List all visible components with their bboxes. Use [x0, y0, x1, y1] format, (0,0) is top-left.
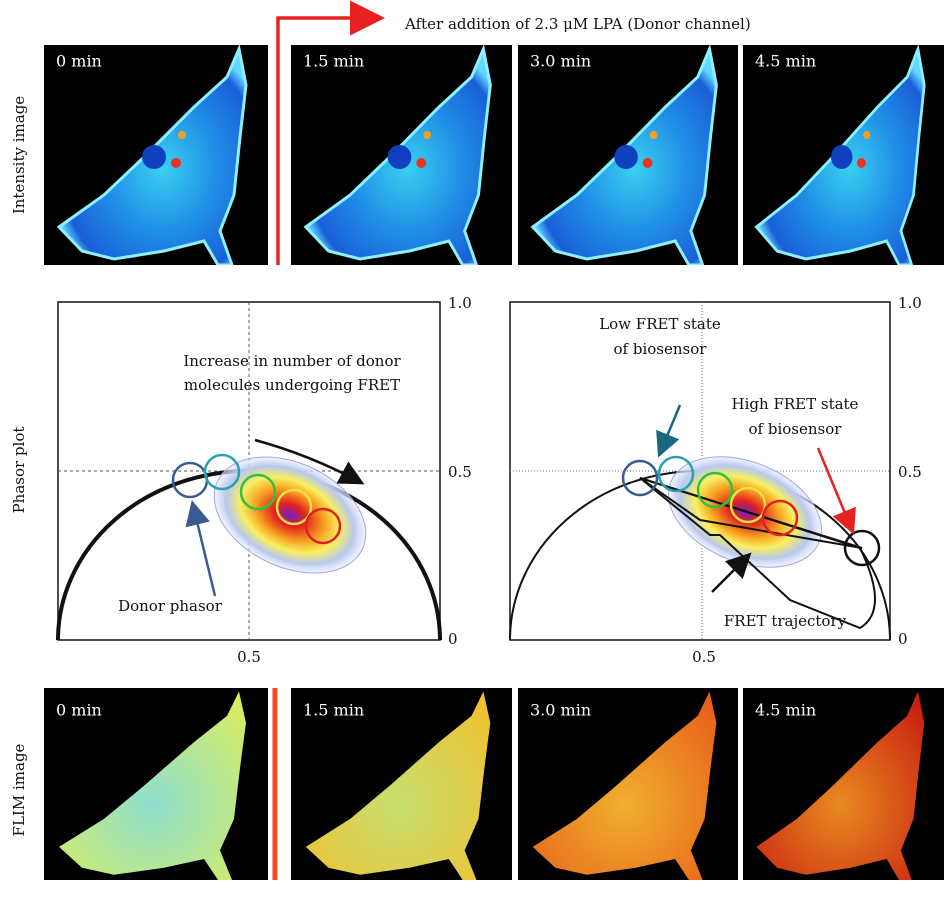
tick-label: 0.5 — [448, 463, 472, 481]
annotation: molecules undergoing FRET — [184, 376, 400, 394]
time-label: 3.0 min — [530, 701, 591, 720]
tick-label: 0.5 — [692, 648, 716, 666]
time-label: 0 min — [56, 701, 102, 720]
annotation: of biosensor — [749, 420, 843, 438]
time-label: 4.5 min — [755, 52, 816, 71]
annotation: Increase in number of donor — [183, 352, 401, 370]
time-label: 3.0 min — [530, 52, 591, 71]
annotation: High FRET state — [732, 395, 859, 413]
tick-label: 0 — [448, 630, 458, 648]
arrow-label: After addition of 2.3 μM LPA (Donor chan… — [404, 15, 751, 33]
annotation: Donor phasor — [118, 597, 223, 615]
phasor-left: Increase in number of donor molecules un… — [56, 294, 472, 666]
time-label: 0 min — [56, 52, 102, 71]
row-label: Phasor plot — [10, 427, 28, 514]
tick-label: 0 — [898, 630, 908, 648]
annotation: FRET trajectory — [724, 612, 847, 630]
tick-label: 0.5 — [237, 648, 261, 666]
time-label: 1.5 min — [303, 701, 364, 720]
row-label: Intensity image — [10, 96, 28, 214]
intensity-row: 0 min 1.5 min 3.0 min 4.5 min — [44, 45, 944, 265]
tick-label: 1.0 — [448, 294, 472, 312]
annotation: of biosensor — [614, 340, 708, 358]
time-arrow — [276, 0, 385, 265]
time-label: 4.5 min — [755, 701, 816, 720]
row-label: FLIM image — [10, 743, 28, 836]
flim-row: 0 min 1.5 min 3.0 min 4.5 min — [44, 688, 944, 880]
tick-label: 0.5 — [898, 463, 922, 481]
time-label: 1.5 min — [303, 52, 364, 71]
phasor-right: Low FRET state of biosensor High FRET st… — [509, 294, 922, 666]
tick-label: 1.0 — [898, 294, 922, 312]
annotation: Low FRET state — [599, 315, 721, 333]
